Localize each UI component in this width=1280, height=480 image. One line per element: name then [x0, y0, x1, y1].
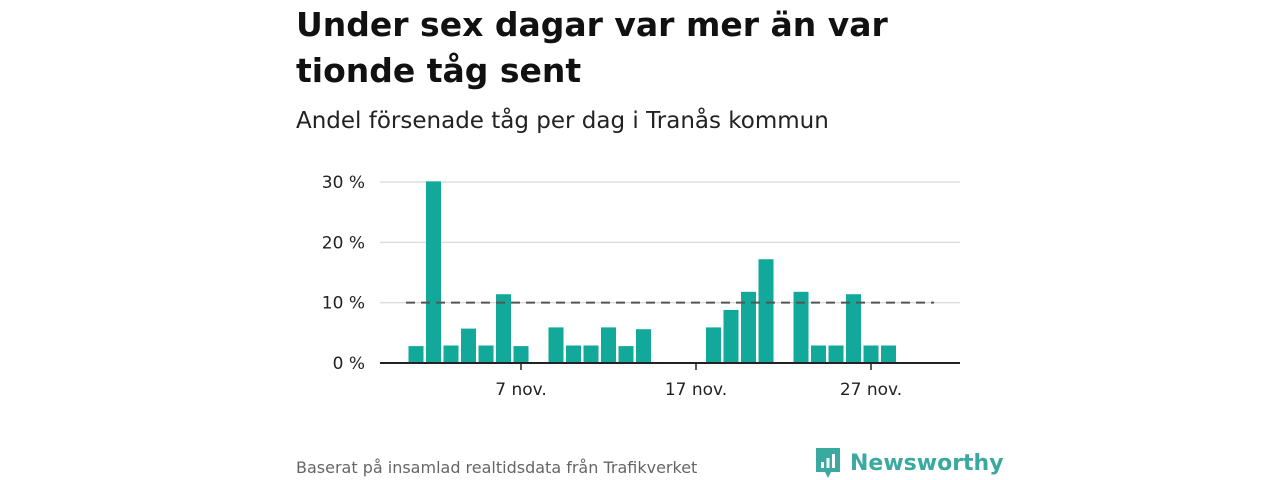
bar: [846, 294, 861, 363]
bar: [443, 345, 459, 363]
y-tick-label: 10 %: [322, 294, 365, 314]
chart-subtitle: Andel försenade tåg per dag i Tranås kom…: [296, 108, 829, 134]
bar: [706, 327, 721, 363]
bar: [426, 181, 441, 363]
bar: [548, 327, 564, 363]
bar: [566, 345, 581, 363]
newsworthy-logo-icon: [816, 448, 840, 478]
bar: [408, 346, 424, 363]
x-tick-label: 27 nov.: [840, 380, 902, 400]
bar: [881, 345, 896, 363]
brand-logo[interactable]: Newsworthy: [814, 446, 1004, 480]
bar: [496, 294, 511, 363]
source-note: Baserat på insamlad realtidsdata från Tr…: [296, 458, 698, 477]
bar: [793, 291, 809, 363]
y-tick-label: 0 %: [333, 354, 365, 374]
bar: [618, 346, 634, 363]
bar: [723, 309, 739, 363]
bar: [601, 327, 616, 363]
chart-title: Under sex dagar var mer än var tionde tå…: [296, 5, 888, 90]
bar: [741, 291, 756, 363]
y-tick-label: 20 %: [322, 233, 365, 253]
x-tick-label: 17 nov.: [665, 380, 727, 400]
bar: [461, 328, 476, 363]
y-tick-label: 30 %: [322, 173, 365, 193]
brand-name: Newsworthy: [850, 450, 1004, 476]
bar: [583, 345, 599, 363]
bar: [828, 345, 844, 363]
bar: [478, 345, 494, 363]
bar: [863, 345, 879, 363]
bar: [636, 329, 651, 363]
bar-chart: 0 % 10 % 20 % 30 % 7 nov. 17 nov. 27 nov.: [322, 173, 960, 400]
x-tick-label: 7 nov.: [495, 380, 547, 400]
bar: [811, 345, 826, 363]
bar: [758, 259, 774, 363]
bar: [513, 346, 529, 363]
